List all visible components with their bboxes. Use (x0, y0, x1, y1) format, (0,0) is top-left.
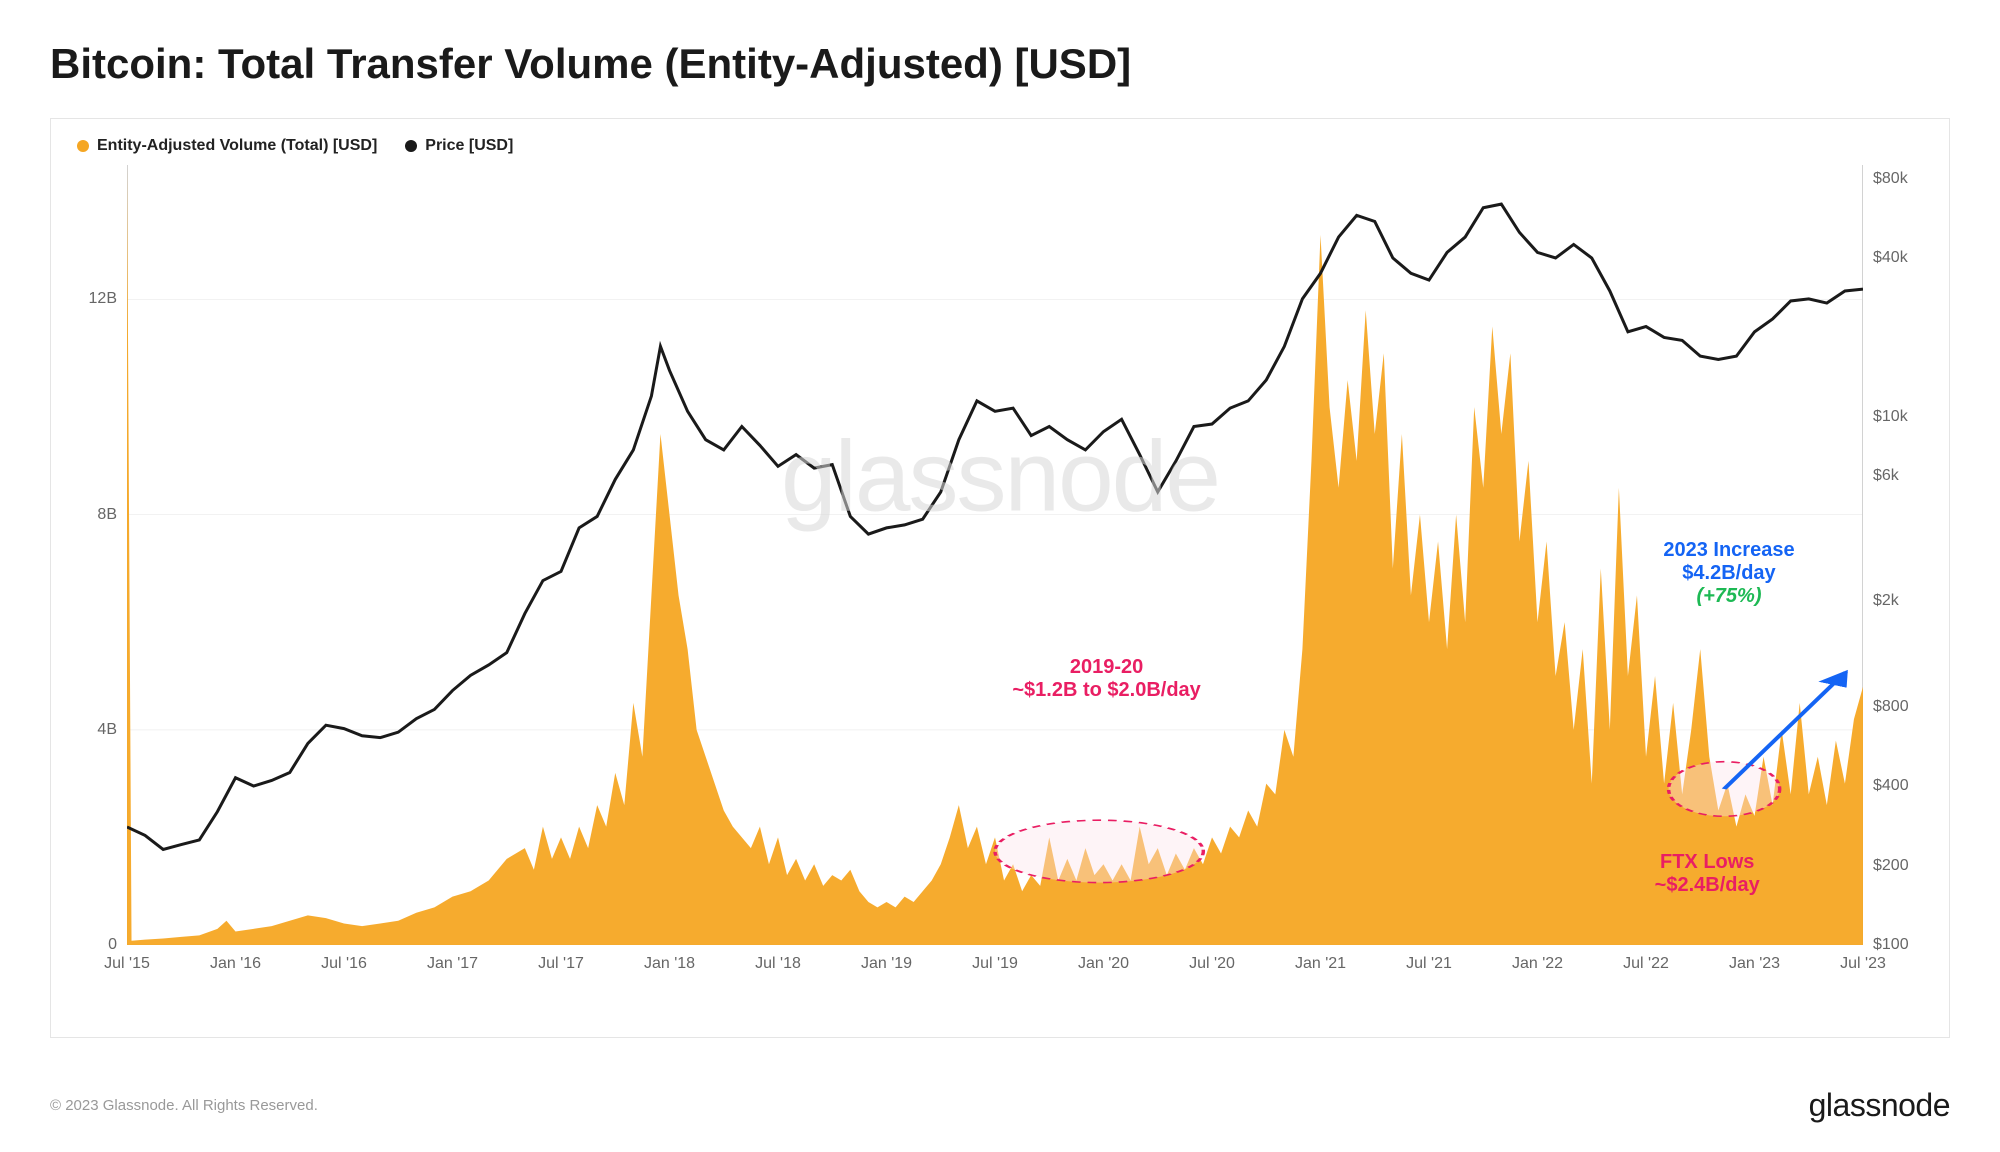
x-tick: Jul '17 (538, 955, 584, 973)
legend-item-volume: Entity-Adjusted Volume (Total) [USD] (77, 137, 377, 155)
x-tick: Jan '18 (644, 955, 695, 973)
y-right-tick: $10k (1873, 408, 1908, 426)
x-tick: Jul '18 (755, 955, 801, 973)
y-right-tick: $100 (1873, 936, 1909, 954)
y-right-tick: $2k (1873, 592, 1899, 610)
x-tick: Jan '21 (1295, 955, 1346, 973)
x-tick: Jan '16 (210, 955, 261, 973)
x-axis: Jul '15Jan '16Jul '16Jan '17Jul '17Jan '… (127, 945, 1863, 985)
y-right-tick: $200 (1873, 857, 1909, 875)
x-tick: Jul '22 (1623, 955, 1669, 973)
chart-svg (127, 165, 1863, 945)
legend-label-price: Price [USD] (425, 137, 513, 155)
y-left-tick: 4B (97, 721, 117, 739)
y-left-tick: 8B (97, 506, 117, 524)
x-tick: Jan '20 (1078, 955, 1129, 973)
y-left-tick: 0 (108, 936, 117, 954)
legend-item-price: Price [USD] (405, 137, 513, 155)
plot: 2019-20~$1.2B to $2.0B/day2023 Increase$… (127, 165, 1863, 945)
chart-title: Bitcoin: Total Transfer Volume (Entity-A… (50, 40, 1950, 88)
x-tick: Jul '21 (1406, 955, 1452, 973)
x-tick: Jul '16 (321, 955, 367, 973)
copyright: © 2023 Glassnode. All Rights Reserved. (50, 1097, 318, 1114)
y-right-tick: $80k (1873, 170, 1908, 188)
y-right-tick: $40k (1873, 249, 1908, 267)
plot-area: glassnode 04B8B12B $100$200$400$800$2k$6… (77, 165, 1923, 985)
y-right-tick: $6k (1873, 467, 1899, 485)
legend: Entity-Adjusted Volume (Total) [USD] Pri… (77, 137, 1923, 155)
y-axis-right: $100$200$400$800$2k$6k$10k$40k$80k (1863, 165, 1923, 945)
brand-logo: glassnode (1809, 1087, 1950, 1124)
legend-dot-price (405, 140, 417, 152)
x-tick: Jan '22 (1512, 955, 1563, 973)
chart-frame: Entity-Adjusted Volume (Total) [USD] Pri… (50, 118, 1950, 1038)
x-tick: Jul '19 (972, 955, 1018, 973)
y-right-tick: $400 (1873, 777, 1909, 795)
x-tick: Jul '15 (104, 955, 150, 973)
x-tick: Jul '20 (1189, 955, 1235, 973)
x-tick: Jan '17 (427, 955, 478, 973)
y-axis-left: 04B8B12B (77, 165, 127, 945)
legend-dot-volume (77, 140, 89, 152)
x-tick: Jan '19 (861, 955, 912, 973)
y-left-tick: 12B (89, 290, 117, 308)
legend-label-volume: Entity-Adjusted Volume (Total) [USD] (97, 137, 377, 155)
x-tick: Jan '23 (1729, 955, 1780, 973)
footer: © 2023 Glassnode. All Rights Reserved. g… (50, 1087, 1950, 1124)
x-tick: Jul '23 (1840, 955, 1886, 973)
y-right-tick: $800 (1873, 698, 1909, 716)
